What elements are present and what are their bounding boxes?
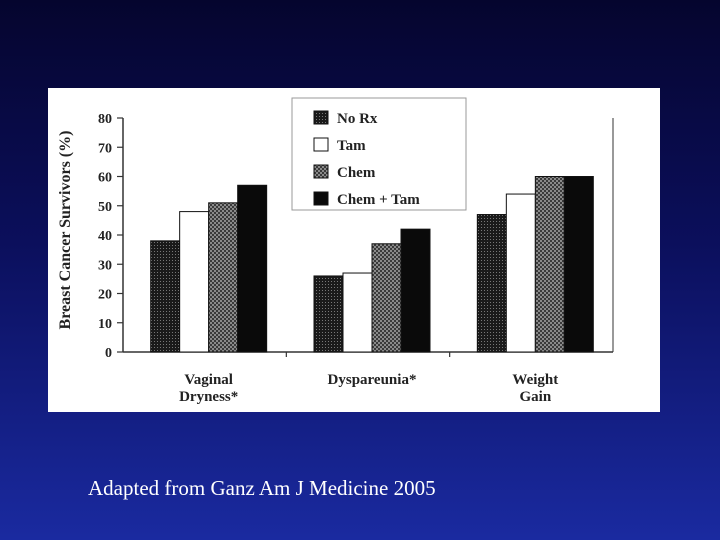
- y-tick-label: 40: [98, 229, 112, 244]
- y-tick-label: 20: [98, 288, 112, 303]
- bar-no-rx-2: [313, 275, 344, 353]
- source-caption: Adapted from Ganz Am J Medicine 2005: [88, 476, 436, 500]
- legend-label: Chem: [337, 165, 376, 181]
- legend-label: Chem + Tam: [337, 192, 420, 208]
- y-tick-label: 50: [98, 200, 112, 215]
- x-category-label: Gain: [519, 389, 551, 405]
- bar-no-rx-1: [150, 240, 181, 353]
- legend-swatch: [313, 110, 329, 125]
- x-category-label: Weight: [512, 372, 558, 388]
- legend-swatch: [313, 164, 329, 179]
- bar-tam-3: [505, 193, 536, 353]
- y-tick-label: 30: [98, 258, 112, 273]
- x-category-label: Dyspareunia*: [328, 372, 417, 388]
- bar-chem-3: [534, 176, 565, 353]
- legend-label: No Rx: [337, 111, 378, 127]
- bar-chem-tam-2: [400, 228, 431, 353]
- bar-chem-tam-1: [237, 184, 268, 353]
- legend-label: Tam: [337, 138, 366, 154]
- y-tick-label: 0: [105, 346, 112, 361]
- bar-tam-2: [342, 272, 373, 353]
- bar-no-rx-3: [476, 214, 507, 353]
- bar-chem-1: [208, 202, 239, 353]
- y-tick-label: 80: [98, 112, 112, 127]
- bar-chem-tam-3: [563, 176, 594, 353]
- x-category-label: Vaginal: [184, 372, 233, 388]
- bar-tam-1: [179, 211, 210, 353]
- chart-panel: 0 10 20 30 40 50 60 70 80 Vaginal Dryness* Dyspare…: [48, 88, 660, 412]
- legend-swatch: [313, 137, 329, 152]
- y-axis-label: Breast Cancer Survivors (%): [57, 131, 74, 330]
- legend-swatch: [313, 191, 329, 206]
- y-tick-label: 70: [98, 141, 112, 156]
- x-category-label: Dryness*: [179, 389, 238, 405]
- y-tick-label: 10: [98, 317, 112, 332]
- legend-box: [291, 97, 467, 211]
- bar-chem-2: [371, 243, 402, 353]
- y-tick-label: 60: [98, 171, 112, 186]
